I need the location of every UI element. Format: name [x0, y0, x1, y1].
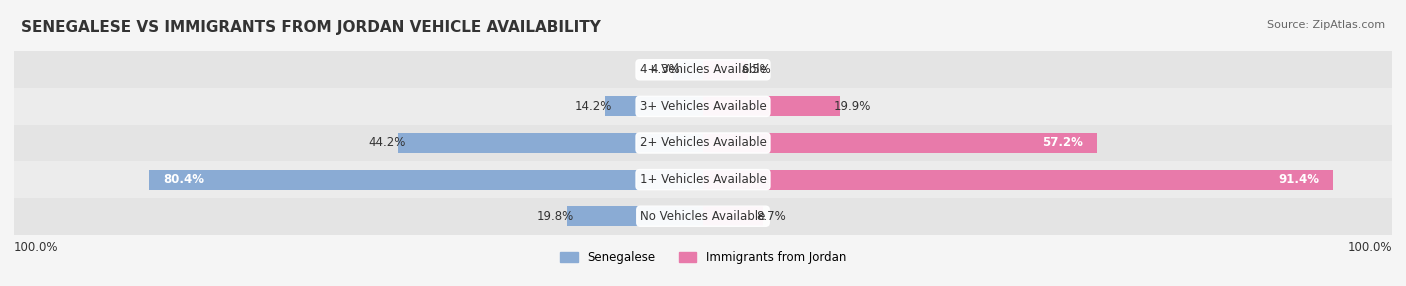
Text: 57.2%: 57.2% — [1042, 136, 1083, 150]
Text: 100.0%: 100.0% — [14, 241, 59, 254]
Text: 100.0%: 100.0% — [1347, 241, 1392, 254]
Text: 19.8%: 19.8% — [536, 210, 574, 223]
Bar — [605, 96, 703, 116]
Text: No Vehicles Available: No Vehicles Available — [640, 210, 766, 223]
Bar — [14, 161, 1392, 198]
Text: 4+ Vehicles Available: 4+ Vehicles Available — [640, 63, 766, 76]
Text: 2+ Vehicles Available: 2+ Vehicles Available — [640, 136, 766, 150]
Text: 44.2%: 44.2% — [368, 136, 405, 150]
Text: 91.4%: 91.4% — [1278, 173, 1319, 186]
Text: 19.9%: 19.9% — [834, 100, 870, 113]
Bar — [673, 60, 703, 80]
Text: 3+ Vehicles Available: 3+ Vehicles Available — [640, 100, 766, 113]
Bar — [703, 96, 841, 116]
Bar — [703, 133, 1097, 153]
Bar — [14, 51, 1392, 88]
Text: 80.4%: 80.4% — [163, 173, 204, 186]
Bar — [149, 170, 703, 190]
Text: Source: ZipAtlas.com: Source: ZipAtlas.com — [1267, 20, 1385, 30]
Bar — [703, 170, 1333, 190]
Text: SENEGALESE VS IMMIGRANTS FROM JORDAN VEHICLE AVAILABILITY: SENEGALESE VS IMMIGRANTS FROM JORDAN VEH… — [21, 20, 600, 35]
Bar — [703, 206, 763, 226]
Bar — [14, 198, 1392, 235]
Text: 8.7%: 8.7% — [756, 210, 786, 223]
Bar — [398, 133, 703, 153]
Legend: Senegalese, Immigrants from Jordan: Senegalese, Immigrants from Jordan — [555, 247, 851, 269]
Bar — [14, 88, 1392, 125]
Bar — [703, 60, 748, 80]
Text: 4.3%: 4.3% — [651, 63, 681, 76]
Text: 6.5%: 6.5% — [741, 63, 770, 76]
Text: 1+ Vehicles Available: 1+ Vehicles Available — [640, 173, 766, 186]
Bar — [14, 125, 1392, 161]
Bar — [567, 206, 703, 226]
Text: 14.2%: 14.2% — [575, 100, 612, 113]
